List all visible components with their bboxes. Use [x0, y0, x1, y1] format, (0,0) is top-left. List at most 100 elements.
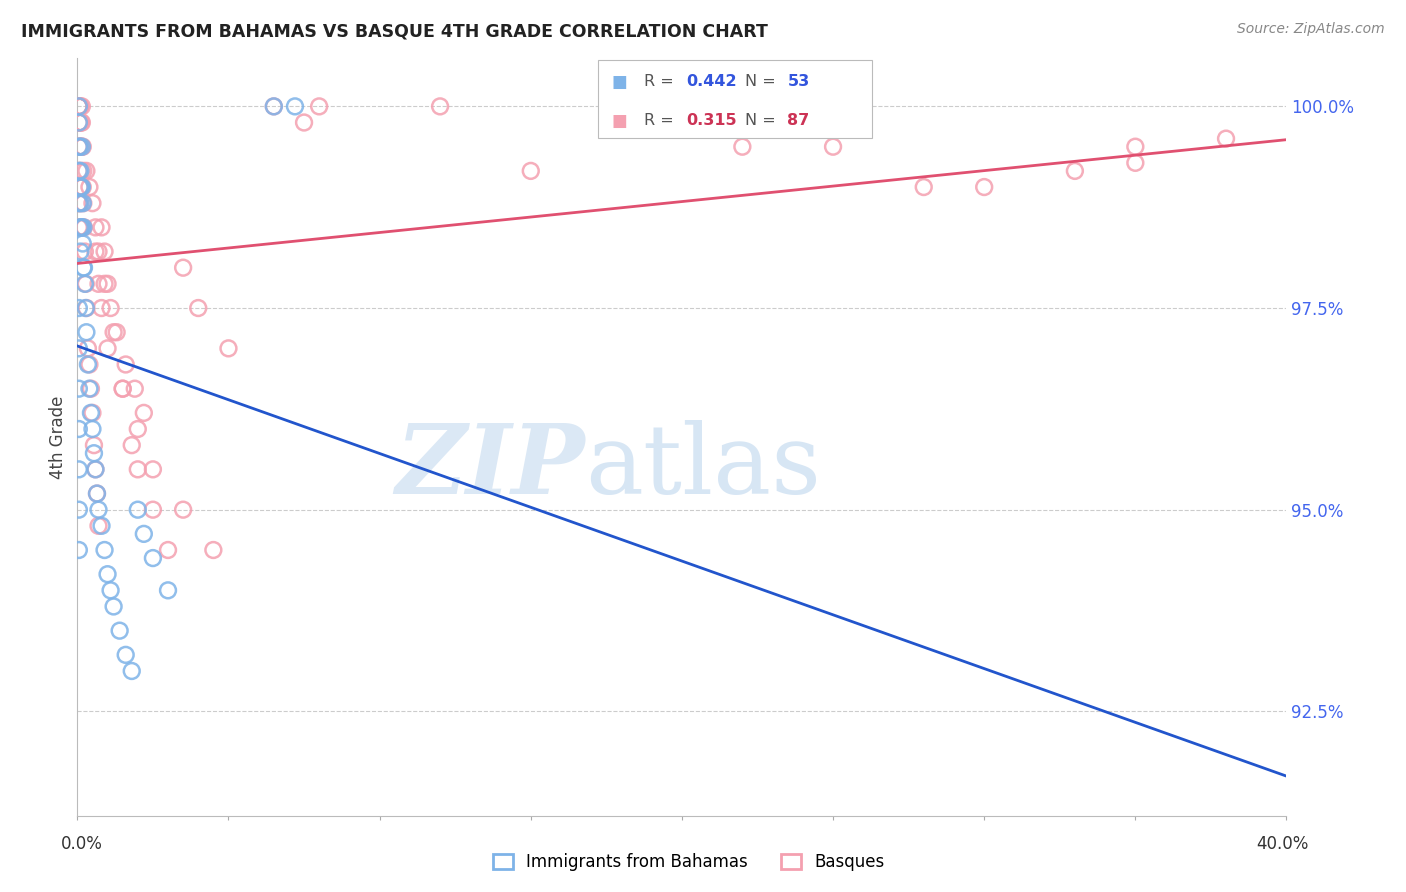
Point — [77, 342, 100, 356]
Point — [610, 99, 633, 113]
Point — [87, 244, 110, 259]
Point — [70, 180, 93, 194]
Point — [84, 462, 107, 476]
Point — [132, 527, 155, 541]
Point — [90, 301, 112, 315]
Point — [108, 624, 131, 638]
Point — [70, 220, 93, 235]
Point — [82, 196, 104, 211]
Point — [127, 422, 149, 436]
Point — [69, 220, 91, 235]
Point — [105, 325, 128, 339]
Point — [67, 99, 90, 113]
Point — [87, 518, 110, 533]
Point — [69, 180, 91, 194]
Point — [72, 180, 94, 194]
Text: 0.0%: 0.0% — [60, 835, 103, 853]
Text: ■: ■ — [612, 73, 627, 91]
Text: ZIP: ZIP — [395, 420, 585, 515]
Point — [142, 502, 165, 516]
Point — [96, 277, 118, 291]
Point — [263, 99, 285, 113]
Point — [75, 277, 97, 291]
Point — [263, 99, 285, 113]
Point — [308, 99, 330, 113]
Point — [70, 115, 93, 129]
Point — [520, 164, 543, 178]
Point — [100, 583, 122, 598]
Point — [142, 551, 165, 566]
Point — [72, 220, 94, 235]
Point — [93, 277, 115, 291]
Point — [103, 599, 125, 614]
Point — [73, 244, 96, 259]
Point — [1215, 131, 1237, 145]
Text: 0.442: 0.442 — [686, 74, 737, 89]
Point — [69, 180, 91, 194]
Point — [114, 358, 136, 372]
Text: R =: R = — [644, 113, 679, 128]
Point — [75, 325, 97, 339]
Point — [172, 260, 194, 275]
Point — [84, 244, 107, 259]
Point — [67, 99, 90, 113]
Point — [1125, 156, 1147, 170]
Point — [87, 502, 110, 516]
Point — [73, 260, 96, 275]
Point — [67, 543, 90, 558]
Point — [75, 301, 97, 315]
Point — [84, 220, 107, 235]
Point — [73, 277, 96, 291]
Point — [72, 196, 94, 211]
Point — [93, 244, 115, 259]
Text: atlas: atlas — [585, 420, 821, 515]
Point — [86, 486, 108, 500]
Point — [284, 99, 307, 113]
Point — [79, 382, 101, 396]
Point — [121, 438, 143, 452]
Point — [83, 446, 105, 460]
Point — [111, 382, 134, 396]
Point — [67, 422, 90, 436]
Point — [90, 220, 112, 235]
Point — [67, 382, 90, 396]
Point — [157, 543, 180, 558]
Point — [67, 301, 90, 315]
Point — [72, 260, 94, 275]
Legend: Immigrants from Bahamas, Basques: Immigrants from Bahamas, Basques — [485, 845, 893, 880]
Point — [80, 406, 103, 420]
Point — [72, 139, 94, 153]
Point — [75, 301, 97, 315]
Point — [67, 139, 90, 153]
Point — [70, 180, 93, 194]
Point — [100, 301, 122, 315]
Point — [292, 115, 315, 129]
Point — [69, 139, 91, 153]
Text: 40.0%: 40.0% — [1256, 835, 1309, 853]
Point — [72, 196, 94, 211]
Point — [87, 277, 110, 291]
Point — [157, 583, 180, 598]
Point — [67, 196, 90, 211]
Point — [67, 115, 90, 129]
Point — [75, 164, 97, 178]
Point — [77, 358, 100, 372]
Text: R =: R = — [644, 74, 679, 89]
Point — [70, 164, 93, 178]
Point — [218, 342, 240, 356]
Point — [67, 462, 90, 476]
Point — [69, 139, 91, 153]
Point — [79, 180, 101, 194]
Point — [69, 139, 91, 153]
Point — [67, 342, 90, 356]
Point — [80, 382, 103, 396]
Point — [70, 139, 93, 153]
Point — [1125, 139, 1147, 153]
Text: N =: N = — [745, 113, 782, 128]
Point — [429, 99, 451, 113]
Point — [67, 502, 90, 516]
Point — [93, 543, 115, 558]
Point — [202, 543, 225, 558]
Point — [103, 325, 125, 339]
Point — [69, 115, 91, 129]
